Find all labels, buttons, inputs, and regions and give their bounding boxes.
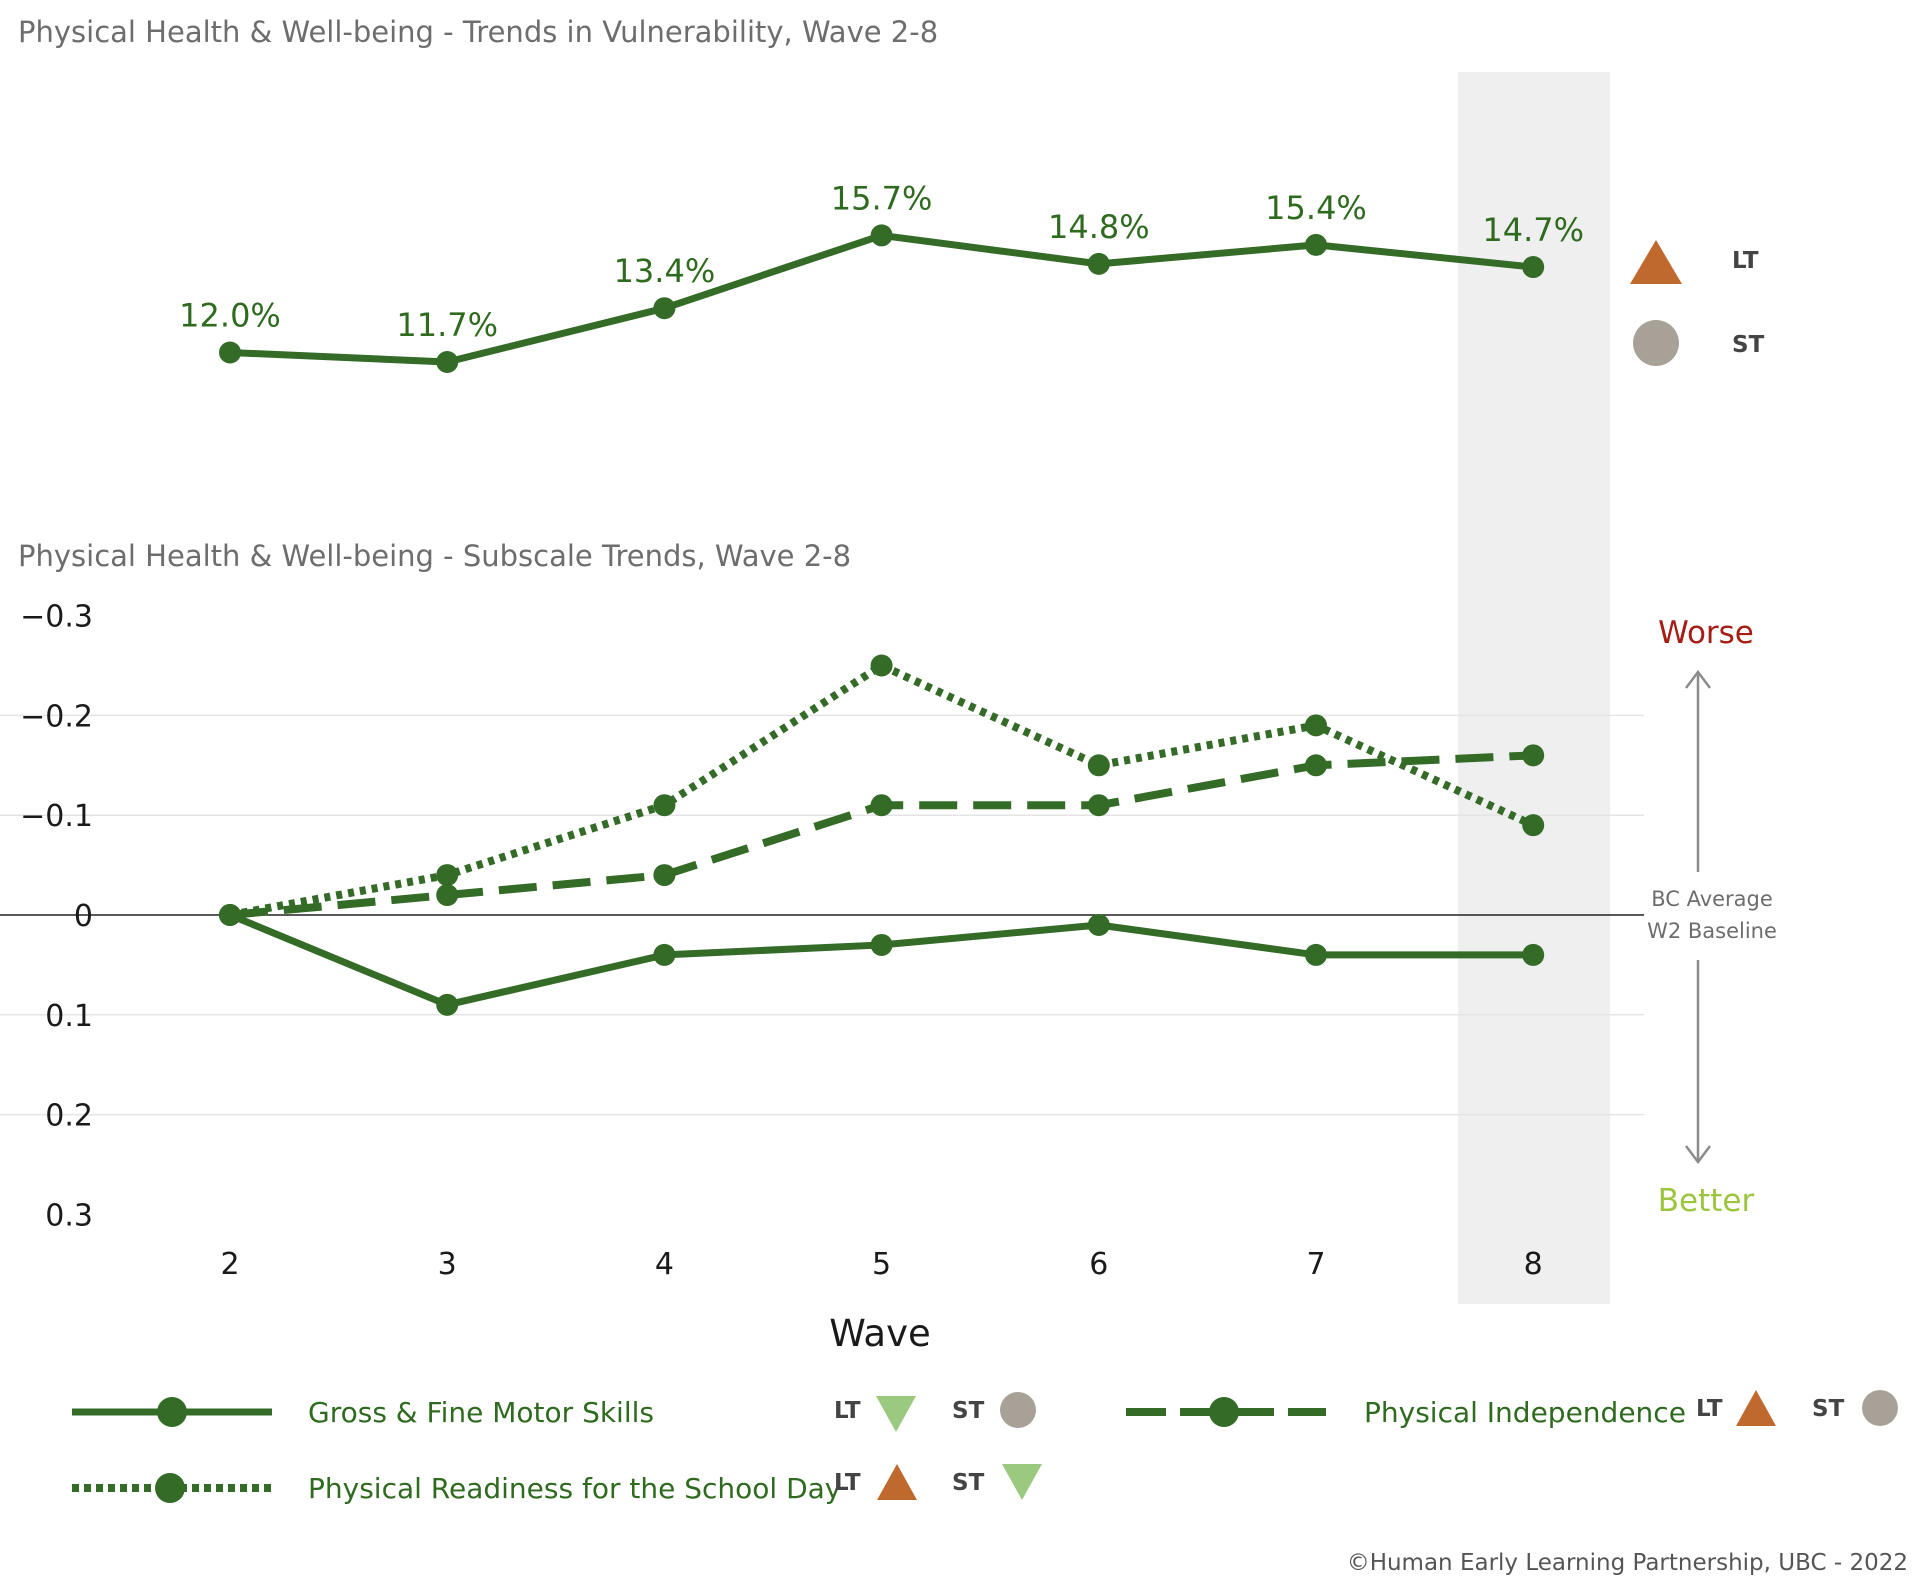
subscale-gridlines: [0, 714, 1644, 1116]
legend-label-gross-fine-motor: Gross & Fine Motor Skills: [308, 1396, 654, 1429]
series-point: [1087, 754, 1110, 777]
vulnerability-point: [219, 341, 241, 364]
series-line-dotted: [229, 661, 1535, 919]
vulnerability-trend-indicators: LT ST: [1630, 240, 1765, 366]
top-st-label: ST: [1732, 332, 1765, 358]
legend-st-label: ST: [952, 1470, 985, 1496]
series-point: [1522, 814, 1545, 837]
series-line-solid: [228, 911, 1534, 1009]
subscale-chart-title: Physical Health & Well-being - Subscale …: [18, 539, 851, 573]
vulnerability-point: [1087, 252, 1110, 275]
vulnerability-point: [653, 297, 676, 320]
baseline-label-line1: BC Average: [1651, 887, 1773, 911]
baseline-label-line2: W2 Baseline: [1647, 919, 1777, 943]
series-point: [436, 993, 459, 1016]
series-point: [1522, 943, 1545, 966]
subscale-legend: Gross & Fine Motor Skills LT ST Physical…: [72, 1390, 1898, 1505]
worse-label: Worse: [1658, 615, 1754, 651]
series-point: [870, 933, 893, 956]
vulnerability-point: [870, 224, 893, 247]
vulnerability-point: [1305, 233, 1327, 256]
x-tick-label: 8: [1524, 1247, 1543, 1282]
y-tick-label: −0.3: [20, 600, 93, 635]
vulnerability-data-labels: 12.0% 11.7% 13.4% 15.7% 14.8% 15.4% 14.7%: [179, 179, 1584, 344]
vulnerability-data-label: 15.4%: [1265, 189, 1367, 227]
vulnerability-data-label: 14.8%: [1048, 208, 1150, 246]
y-tick-label: −0.1: [20, 799, 93, 834]
series-point: [436, 884, 459, 907]
legend-item-gross-fine-motor: Gross & Fine Motor Skills LT ST: [72, 1392, 1036, 1432]
series-point: [653, 864, 676, 887]
vulnerability-data-label: 13.4%: [614, 252, 716, 290]
lt-increase-triangle-icon: [1736, 1390, 1776, 1426]
vulnerability-points: [219, 224, 1545, 373]
legend-lt-label: LT: [834, 1470, 861, 1496]
lt-decrease-triangle-icon: [876, 1396, 916, 1432]
legend-lt-label: LT: [1696, 1396, 1723, 1422]
legend-label-physical-independence: Physical Independence: [1364, 1396, 1686, 1429]
worse-arrow-icon: [1685, 669, 1711, 872]
y-tick-label: 0.1: [45, 999, 93, 1034]
better-label: Better: [1658, 1183, 1755, 1219]
vulnerability-point: [436, 351, 459, 373]
series-point: [1087, 913, 1110, 936]
vulnerability-chart: 12.0% 11.7% 13.4% 15.7% 14.8% 15.4% 14.7%: [179, 179, 1584, 373]
series-point: [1087, 794, 1110, 817]
top-chart-title: Physical Health & Well-being - Trends in…: [18, 15, 938, 49]
st-no-change-circle-icon: [1862, 1390, 1898, 1426]
series-point: [870, 654, 893, 677]
vulnerability-data-label: 15.7%: [831, 179, 933, 217]
vulnerability-point: [1522, 256, 1545, 279]
legend-lt-label: LT: [834, 1398, 861, 1424]
x-tick-label: 6: [1089, 1247, 1108, 1282]
series-point: [1305, 943, 1327, 966]
y-tick-label: 0.3: [45, 1198, 93, 1233]
st-decrease-triangle-icon: [1002, 1464, 1042, 1500]
lt-increase-triangle-icon: [877, 1464, 917, 1500]
vulnerability-data-label: 14.7%: [1482, 211, 1584, 249]
st-no-change-circle-icon: [1000, 1392, 1036, 1428]
series-point: [1305, 714, 1327, 737]
series-point: [653, 943, 676, 966]
y-tick-label: 0.2: [45, 1099, 93, 1134]
series-point: [870, 794, 893, 817]
st-no-change-circle-icon: [1633, 320, 1679, 366]
subscale-x-tick-labels: 2 3 4 5 6 7 8: [220, 1247, 1542, 1282]
legend-item-physical-independence: Physical Independence LT ST: [1126, 1390, 1898, 1429]
legend-label-physical-readiness: Physical Readiness for the School Day: [308, 1472, 841, 1505]
legend-st-label: ST: [1812, 1396, 1845, 1422]
series-line-dashed: [229, 751, 1534, 919]
vulnerability-data-label: 12.0%: [179, 297, 281, 335]
vulnerability-data-label: 11.7%: [396, 306, 498, 344]
series-point: [219, 904, 241, 926]
subscale-y-tick-labels: −0.3 −0.2 −0.1 0 0.1 0.2 0.3: [20, 600, 93, 1234]
y-tick-label: −0.2: [20, 699, 93, 734]
x-tick-label: 5: [872, 1247, 891, 1282]
copyright-notice: ©Human Early Learning Partnership, UBC -…: [1347, 1550, 1908, 1576]
legend-st-label: ST: [952, 1398, 985, 1424]
lt-increase-triangle-icon: [1630, 240, 1682, 284]
subscale-series: [219, 654, 1545, 1016]
series-point: [653, 794, 676, 817]
legend-item-physical-readiness: Physical Readiness for the School Day LT…: [72, 1464, 1042, 1505]
x-tick-label: 4: [655, 1247, 674, 1282]
y-tick-label: 0: [74, 899, 93, 934]
legend-marker: [157, 1397, 187, 1427]
better-arrow-icon: [1685, 960, 1711, 1165]
x-tick-label: 3: [438, 1247, 457, 1282]
series-point: [1305, 754, 1327, 777]
top-lt-label: LT: [1732, 248, 1759, 274]
series-point: [1522, 744, 1545, 767]
series-point: [436, 864, 459, 887]
legend-marker: [1209, 1397, 1239, 1427]
legend-marker: [155, 1473, 185, 1503]
x-tick-label: 7: [1306, 1247, 1325, 1282]
x-tick-label: 2: [220, 1247, 239, 1282]
x-axis-title: Wave: [829, 1312, 931, 1355]
